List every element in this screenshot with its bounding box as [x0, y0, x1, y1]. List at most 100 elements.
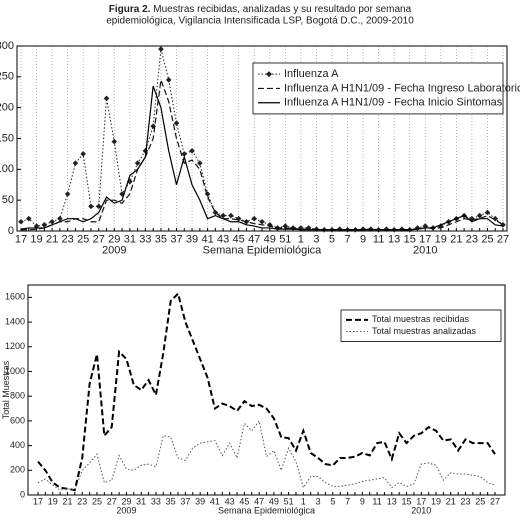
x-tick-label: 27: [497, 234, 509, 246]
x-tick-label: 45: [239, 497, 249, 507]
data-marker: [492, 215, 499, 222]
data-marker: [313, 226, 320, 232]
legend-label: Total muestras recibidas: [372, 314, 470, 324]
x-tick-label: 23: [466, 234, 478, 246]
x-tick-label: 17: [15, 234, 27, 246]
caption-text: Muestras recibidas, analizadas y su resu…: [153, 4, 411, 15]
caption-line: Figura 2. Muestras recibidas, analizadas…: [109, 4, 412, 15]
legend-label: Influenza A H1N1/09 - Fecha Inicio Sinto…: [284, 97, 503, 109]
x-tick-label: 25: [481, 234, 493, 246]
x-tick-label: 29: [108, 234, 120, 246]
data-marker: [103, 95, 110, 102]
caption-label: Figura 2.: [109, 4, 151, 15]
data-marker: [142, 148, 149, 154]
x-tick-label: 9: [360, 234, 366, 246]
x-tick-label: 19: [435, 234, 447, 246]
data-marker: [251, 215, 258, 222]
y-tick-label: 150: [0, 132, 14, 144]
data-marker: [173, 120, 180, 126]
legend-box: [252, 62, 504, 115]
data-marker: [399, 226, 405, 232]
x-tick-label: 21: [62, 497, 72, 507]
data-marker: [127, 178, 133, 185]
data-marker: [360, 226, 366, 232]
legend-label: Total muestras analizadas: [372, 326, 477, 336]
x-tick-label: 9: [360, 497, 365, 507]
x-tick-label: 7: [345, 497, 350, 507]
data-marker: [57, 215, 63, 222]
y-axis-label: Total Muestras: [1, 360, 11, 419]
data-marker: [150, 123, 156, 129]
x-tick-label: 35: [166, 497, 176, 507]
x-tick-label: 13: [387, 497, 397, 507]
x-tick-label: 23: [77, 497, 87, 507]
data-marker: [383, 226, 390, 232]
series-line: [37, 419, 496, 491]
x-tick-label: 31: [124, 234, 136, 246]
legend-marker: [266, 71, 272, 78]
y-tick-label: 800: [10, 391, 25, 401]
x-tick-label: 47: [248, 234, 260, 246]
x-tick-label: 1: [301, 497, 306, 507]
x-tick-label: 37: [180, 497, 190, 507]
x-tick-label: 27: [490, 497, 500, 507]
year-label: 2009: [116, 506, 136, 516]
data-marker: [158, 46, 164, 52]
data-marker: [134, 160, 141, 166]
x-tick-label: 5: [330, 497, 335, 507]
legend-label: Influenza A H1N1/09 - Fecha Ingreso Labo…: [284, 82, 520, 94]
data-marker: [484, 209, 491, 216]
data-marker: [33, 223, 40, 229]
y-tick-label: 1000: [5, 366, 25, 376]
x-tick-label: 41: [210, 497, 220, 507]
x-tick-label: 25: [77, 234, 89, 246]
data-marker: [25, 215, 32, 222]
x-tick-label: 19: [431, 497, 441, 507]
x-tick-label: 41: [201, 234, 213, 246]
x-tick-label: 13: [388, 234, 400, 246]
legend-label: Influenza A: [284, 68, 339, 80]
x-tick-label: 21: [46, 234, 58, 246]
data-marker: [422, 223, 429, 229]
data-marker: [80, 151, 86, 157]
caption-text: epidemiológica, Vigilancia Intensificada…: [106, 16, 414, 27]
x-tick-label: 39: [195, 497, 205, 507]
x-tick-label: 47: [254, 497, 264, 507]
x-tick-label: 17: [33, 497, 43, 507]
y-tick-label: 200: [0, 102, 14, 114]
x-tick-label: 27: [93, 234, 105, 246]
data-marker: [88, 203, 94, 210]
x-tick-label: 33: [139, 234, 151, 246]
x-tick-label: 11: [372, 497, 381, 507]
x-tick-label: 25: [475, 497, 485, 507]
x-axis-label: Semana Epidemiológica: [218, 506, 315, 516]
x-axis-label: Semana Epidemiológica: [203, 245, 323, 257]
x-tick-label: 5: [329, 234, 335, 246]
year-label: 2010: [413, 245, 437, 257]
x-tick-label: 49: [264, 234, 276, 246]
data-marker: [72, 160, 79, 166]
data-marker: [64, 191, 71, 197]
data-marker: [235, 215, 242, 222]
y-tick-label: 250: [0, 71, 14, 83]
x-tick-label: 19: [48, 497, 58, 507]
data-marker: [189, 148, 195, 154]
x-tick-label: 31: [136, 497, 146, 507]
x-tick-label: 19: [30, 234, 42, 246]
x-tick-label: 29: [121, 497, 131, 507]
legend-box: [340, 309, 502, 342]
data-marker: [438, 223, 444, 229]
x-tick-label: 27: [107, 497, 117, 507]
x-tick-label: 51: [279, 234, 291, 246]
data-marker: [228, 212, 234, 219]
x-tick-label: 39: [186, 234, 198, 246]
data-marker: [41, 222, 48, 228]
x-tick-label: 17: [419, 234, 431, 246]
x-tick-label: 1: [298, 234, 304, 246]
series-line: [37, 291, 496, 492]
x-tick-label: 43: [217, 234, 229, 246]
data-marker: [220, 212, 226, 219]
x-tick-label: 35: [155, 234, 167, 246]
data-marker: [336, 226, 343, 232]
